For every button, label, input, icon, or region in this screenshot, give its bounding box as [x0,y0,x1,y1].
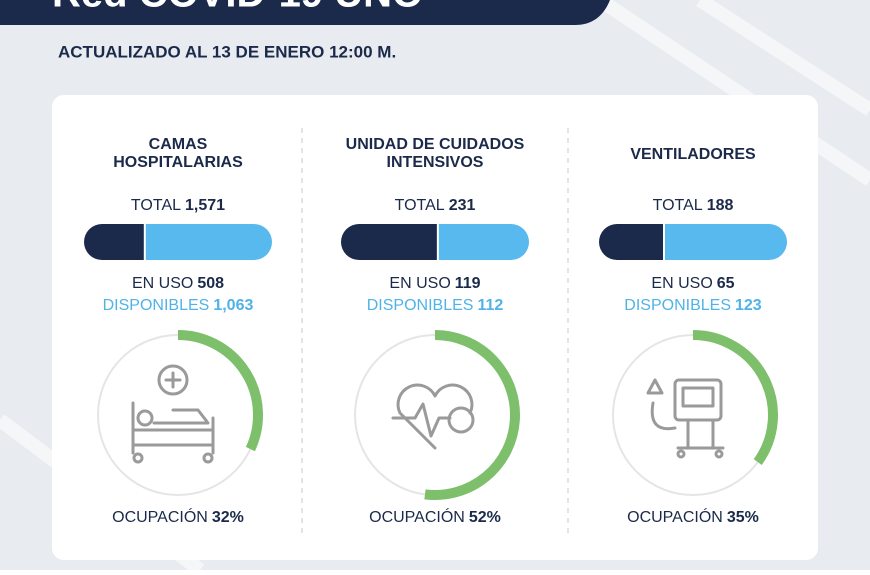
label: OCUPACIÓN [112,507,208,526]
card [52,95,818,560]
in-use-text: EN USO 65 [651,275,734,292]
label: DISPONIBLES [367,297,474,314]
value: 1,571 [185,197,225,214]
panel-title: CAMAS [149,136,208,153]
value: 119 [455,275,481,292]
label: DISPONIBLES [103,297,210,314]
in-use-bar [341,224,438,260]
label: TOTAL [653,197,703,214]
label: EN USO [389,275,450,292]
value: 188 [707,197,734,214]
total-text: TOTAL 1,571 [131,197,225,214]
label: TOTAL [395,197,445,214]
value: 1,063 [213,297,253,314]
ventilator-icon [646,378,725,459]
panel-title: VENTILADORES [630,146,756,163]
update-note: ACTUALIZADO AL 13 DE ENERO 12:00 M. [58,42,396,61]
available-bar [144,224,272,260]
value: 112 [477,297,503,314]
available-bar [437,224,529,260]
header-title: Red COVID-19 UNO [52,0,423,16]
total-text: TOTAL 188 [653,197,734,214]
label: EN USO [651,275,712,292]
occupancy-text: OCUPACIÓN 35% [627,507,759,526]
occupancy-arc [424,330,520,500]
occupancy-arc [692,330,778,465]
in-use-text: EN USO 508 [132,275,224,292]
value: 508 [197,275,224,292]
in-use-bar [84,224,145,260]
available-text: DISPONIBLES 112 [367,297,504,314]
value: 35% [727,509,759,526]
label: TOTAL [131,197,181,214]
value: 231 [449,197,476,214]
occupancy-arc [177,330,263,452]
value: 32% [212,509,244,526]
available-text: DISPONIBLES 123 [624,297,762,314]
header-tab [0,0,610,25]
panel-title: UNIDAD DE CUIDADOS [346,136,525,153]
occupancy-text: OCUPACIÓN 32% [112,507,244,526]
panel-title: HOSPITALARIAS [113,154,243,171]
total-text: TOTAL 231 [395,197,476,214]
in-use-text: EN USO 119 [389,275,480,292]
label: OCUPACIÓN [627,507,723,526]
label: EN USO [132,275,193,292]
in-use-bar [599,224,664,260]
heart-icon [391,383,475,450]
panel-title: INTENSIVOS [387,154,484,171]
label: DISPONIBLES [624,297,731,314]
value: 65 [717,275,735,292]
value: 123 [735,297,762,314]
occupancy-text: OCUPACIÓN 52% [369,507,501,526]
label: OCUPACIÓN [369,507,465,526]
value: 52% [469,509,501,526]
available-bar [664,224,787,260]
bed-icon [131,364,215,464]
available-text: DISPONIBLES 1,063 [103,297,254,314]
